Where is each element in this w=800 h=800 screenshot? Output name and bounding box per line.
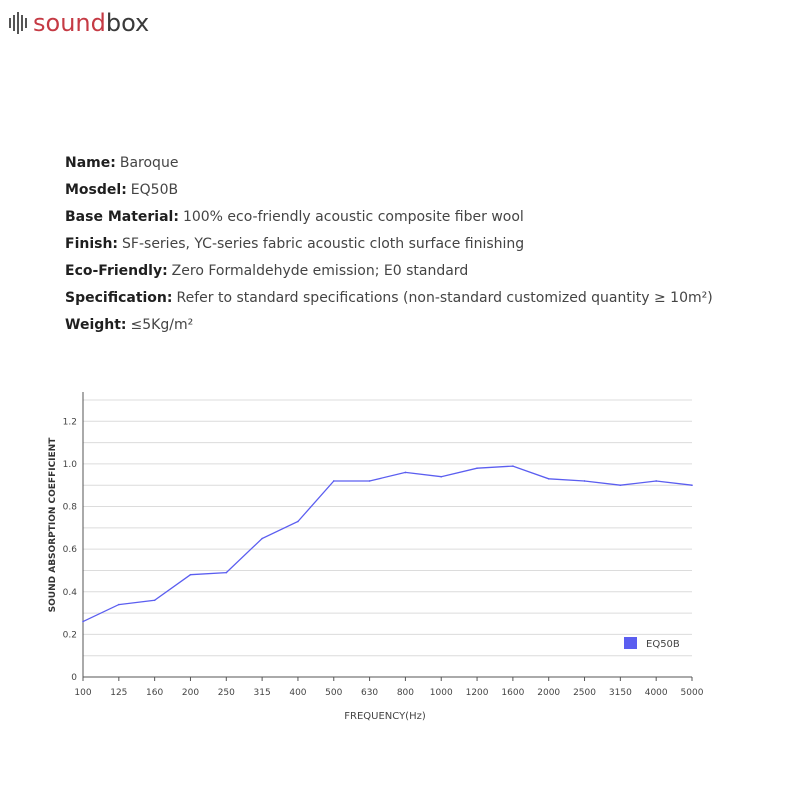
data-point <box>619 484 622 487</box>
data-point <box>261 537 263 540</box>
data-point <box>547 478 550 480</box>
chart-axes <box>82 392 693 681</box>
series-line <box>82 465 693 623</box>
spec-value: EQ50B <box>130 182 179 198</box>
y-tick-label: 1.2 <box>63 417 77 427</box>
x-tick-label: 400 <box>289 688 306 698</box>
spec-label: Name: <box>65 155 116 171</box>
x-tick-label: 1200 <box>466 688 489 698</box>
brand-box: box <box>105 9 150 37</box>
y-tick-label: 0.4 <box>63 588 78 598</box>
spec-label: Weight: <box>65 317 127 333</box>
x-tick-label: 500 <box>325 688 342 698</box>
data-point <box>691 484 693 487</box>
series-lines <box>82 465 693 623</box>
x-axis-label: FREQUENCY(Hz) <box>344 711 426 722</box>
spec-value: SF-series, YC-series fabric acoustic clo… <box>122 236 525 252</box>
y-tick-label: 0.2 <box>63 630 77 640</box>
grid-lines <box>83 399 692 657</box>
spec-finish: Finish: SF-series, YC-series fabric acous… <box>65 233 713 260</box>
x-tick-label: 125 <box>110 688 127 698</box>
data-point <box>153 599 156 602</box>
data-point <box>404 471 407 474</box>
x-tick-label: 3150 <box>609 688 632 698</box>
brand-sound: sound <box>33 9 106 37</box>
data-point <box>512 465 514 467</box>
x-tick-label: 315 <box>254 688 271 698</box>
data-point <box>82 620 84 623</box>
spec-label: Specification: <box>65 290 173 306</box>
y-tick-label: 0.6 <box>63 545 78 555</box>
spec-label: Mosdel: <box>65 182 127 198</box>
x-tick-label: 1600 <box>501 688 524 698</box>
spec-base-material: Base Material: 100% eco-friendly acoustic… <box>65 206 713 233</box>
spec-label: Eco-Friendly: <box>65 263 168 279</box>
x-tick-label: 100 <box>74 688 91 698</box>
x-tick-label: 630 <box>361 688 378 698</box>
brand-logo: soundbox <box>9 6 149 40</box>
legend-swatch <box>624 637 637 649</box>
spec-list: Name: Baroque Mosdel: EQ50B Base Material:… <box>65 152 713 341</box>
brand-name: soundbox <box>33 11 149 35</box>
spec-label: Base Material: <box>65 209 179 225</box>
x-tick-label: 250 <box>218 688 235 698</box>
x-tick-label: 1000 <box>430 688 453 698</box>
spec-value: ≤5Kg/m² <box>130 317 194 333</box>
spec-name: Name: Baroque <box>65 152 713 179</box>
spec-model: Mosdel: EQ50B <box>65 179 713 206</box>
y-tick-label: 0.8 <box>63 503 78 513</box>
x-tick-label: 2500 <box>573 688 596 698</box>
data-point <box>332 480 335 482</box>
absorption-chart: 0 0.2 0.4 0.6 0.8 1.0 1.2 100 125 160 200 250 315 400… <box>48 392 704 722</box>
spec-value: Refer to standard specifications (non-st… <box>176 290 713 306</box>
spec-specification: Specification: Refer to standard specific… <box>65 287 713 314</box>
data-point <box>476 467 478 469</box>
y-tick-label: 1.0 <box>63 460 78 470</box>
data-point <box>368 480 371 482</box>
x-tick-label: 160 <box>146 688 163 698</box>
sound-wave-icon <box>9 12 27 34</box>
y-tick-label: 0 <box>71 673 77 683</box>
spec-label: Finish: <box>65 236 119 252</box>
x-tick-label: 800 <box>397 688 414 698</box>
x-tick-label: 5000 <box>681 688 704 698</box>
spec-value: Zero Formaldehyde emission; E0 standard <box>171 263 469 279</box>
x-tick-label: 4000 <box>645 688 668 698</box>
tick-labels: 0 0.2 0.4 0.6 0.8 1.0 1.2 100 125 160 200 250 315 400… <box>63 417 704 698</box>
data-point <box>655 480 657 482</box>
spec-weight: Weight: ≤5Kg/m² <box>65 314 713 341</box>
data-point <box>440 475 443 478</box>
legend-label: EQ50B <box>646 639 680 650</box>
x-tick-label: 200 <box>182 688 199 698</box>
data-point <box>583 480 586 482</box>
data-point <box>297 520 299 523</box>
spec-value: 100% eco-friendly acoustic composite fib… <box>182 209 524 225</box>
chart-legend: EQ50B <box>624 637 680 650</box>
data-point <box>118 603 120 606</box>
y-axis-label: SOUND ABSORPTION COEFFICIENT <box>48 437 58 613</box>
data-point <box>189 573 192 576</box>
x-tick-label: 2000 <box>537 688 560 698</box>
data-point <box>225 571 228 574</box>
spec-eco-friendly: Eco-Friendly: Zero Formaldehyde emission;… <box>65 260 713 287</box>
spec-value: Baroque <box>119 155 179 171</box>
